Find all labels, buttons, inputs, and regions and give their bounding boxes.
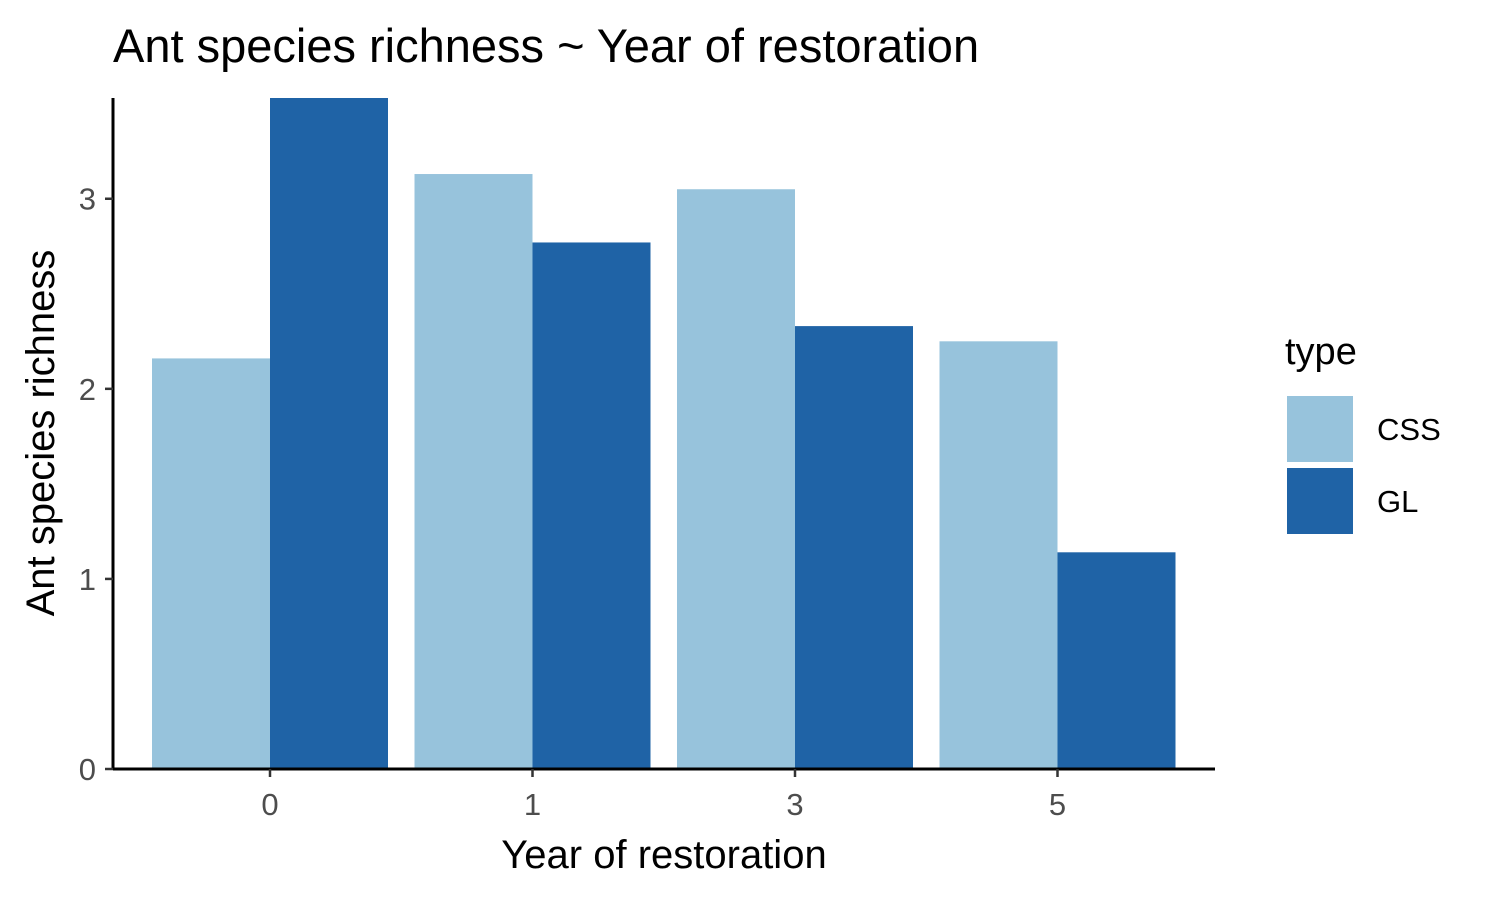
bar-gl-1	[532, 242, 651, 769]
bar-css-1	[414, 174, 533, 769]
x-tick-label: 1	[524, 787, 541, 822]
bar-css-5	[939, 341, 1058, 769]
bar-gl-3	[795, 326, 913, 769]
y-tick-label: 1	[79, 562, 96, 597]
x-tick-label: 0	[261, 787, 278, 822]
chart-title: Ant species richness ~ Year of restorati…	[113, 19, 979, 72]
legend: type CSS GL	[1285, 331, 1441, 534]
bar-gl-0	[270, 98, 388, 769]
y-tick-label: 3	[79, 182, 96, 217]
legend-label-css: CSS	[1377, 412, 1441, 447]
bars-layer	[152, 98, 1176, 770]
bar-gl-5	[1057, 552, 1176, 769]
legend-label-gl: GL	[1377, 484, 1418, 519]
x-axis-title: Year of restoration	[501, 833, 826, 877]
y-tick-label: 0	[79, 752, 96, 787]
legend-items: CSS GL	[1287, 396, 1441, 534]
bar-css-3	[677, 189, 795, 770]
legend-title: type	[1285, 331, 1357, 373]
y-axis-title: Ant species richness	[19, 250, 63, 617]
x-ticks-layer: 0 1 3 5	[261, 769, 1066, 822]
y-tick-label: 2	[79, 372, 96, 407]
y-ticks-layer: 0 1 2 3	[79, 182, 113, 787]
legend-key-gl	[1287, 468, 1353, 534]
x-tick-label: 5	[1049, 787, 1066, 822]
x-tick-label: 3	[786, 787, 803, 822]
legend-key-css	[1287, 396, 1353, 462]
bar-css-0	[152, 358, 270, 769]
